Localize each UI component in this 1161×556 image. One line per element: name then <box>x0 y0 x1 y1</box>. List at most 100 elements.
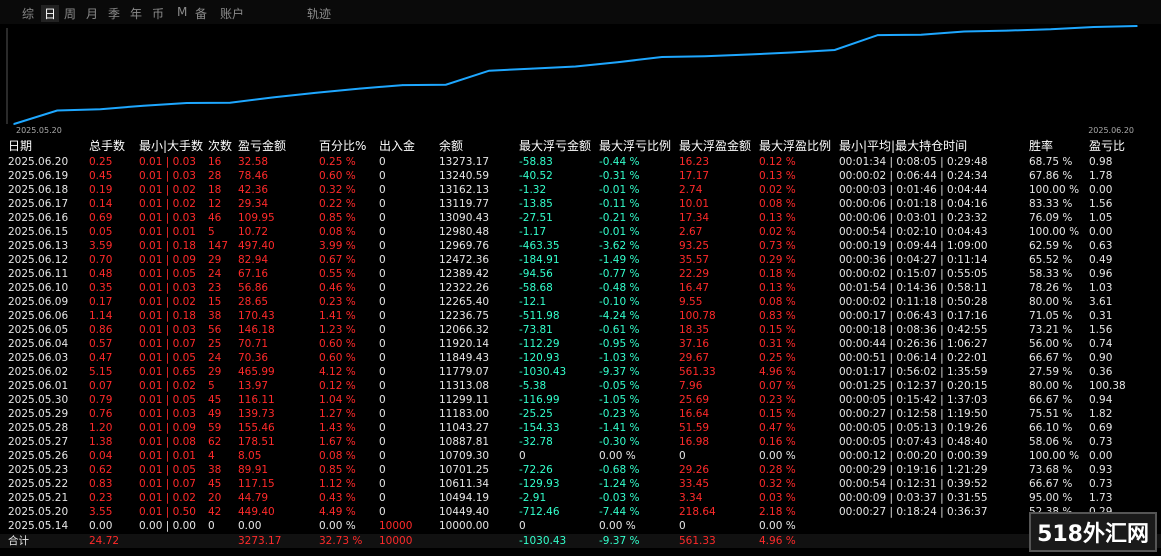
table-row[interactable]: 2025.06.15 0.05 0.01 | 0.01 5 10.72 0.08 % 0 12… <box>0 225 1161 239</box>
table-row[interactable]: 2025.05.29 0.76 0.01 | 0.03 49 139.73 1.27 % 0… <box>0 407 1161 421</box>
table-row[interactable]: 2025.05.14 0.00 0.00 | 0.00 0 0.00 0.00 % 1000… <box>0 519 1161 533</box>
tab-6[interactable]: 币 <box>152 7 165 21</box>
table-row[interactable]: 2025.05.22 0.83 0.01 | 0.07 45 117.15 1.12 % 0… <box>0 477 1161 491</box>
table-row[interactable]: 2025.06.05 0.86 0.01 | 0.03 56 146.18 1.23 % 0… <box>0 323 1161 337</box>
cell-deposit: 0 <box>379 464 386 476</box>
x-start-label: 2025.05.20 <box>16 126 62 135</box>
cell-total-lots: 0.19 <box>89 184 113 196</box>
tab-9[interactable]: 账户 <box>220 7 245 21</box>
cell-min-max-lots: 0.01 | 0.02 <box>139 198 196 210</box>
table-row[interactable]: 2025.05.23 0.62 0.01 | 0.05 38 89.91 0.85 % 0 1… <box>0 463 1161 477</box>
cell-min-max-lots: 0.01 | 0.18 <box>139 240 196 252</box>
total-max-float-profit-pct: 4.96 % <box>759 535 796 547</box>
column-header-total-lots[interactable]: 总手数 <box>89 139 126 153</box>
column-header-hold-time[interactable]: 最小|平均|最大持仓时间 <box>839 139 968 153</box>
cell-total-lots: 0.57 <box>89 338 113 350</box>
cell-max-float-loss-pct: -0.44 % <box>599 156 640 168</box>
table-row[interactable]: 2025.06.09 0.17 0.01 | 0.02 15 28.65 0.23 % 0 1… <box>0 295 1161 309</box>
column-header-count[interactable]: 次数 <box>208 139 233 153</box>
column-header-pnl[interactable]: 盈亏金额 <box>238 139 287 153</box>
cell-date: 2025.06.05 <box>8 324 69 336</box>
cell-count: 16 <box>208 156 222 168</box>
table-row[interactable]: 2025.06.04 0.57 0.01 | 0.07 25 70.71 0.60 % 0 1… <box>0 337 1161 351</box>
column-header-pnl-ratio[interactable]: 盈亏比 <box>1089 139 1126 153</box>
cell-balance: 13119.77 <box>439 198 490 210</box>
total-max-float-loss-pct: -9.37 % <box>599 535 640 547</box>
cell-max-float-profit-pct: 0.25 % <box>759 352 796 364</box>
table-row[interactable]: 2025.06.10 0.35 0.01 | 0.03 23 56.86 0.46 % 0 1… <box>0 281 1161 295</box>
balance-point <box>704 55 706 57</box>
tab-1[interactable]: 日 <box>41 5 60 22</box>
table-row[interactable]: 2025.06.11 0.48 0.01 | 0.05 24 67.16 0.55 % 0 1… <box>0 267 1161 281</box>
table-row[interactable]: 2025.06.17 0.14 0.01 | 0.02 12 29.34 0.22 % 0 1… <box>0 197 1161 211</box>
table-row[interactable]: 2025.06.18 0.19 0.01 | 0.02 18 42.36 0.32 % 0 1… <box>0 183 1161 197</box>
cell-pct: 0.43 % <box>319 492 356 504</box>
cell-balance: 10000.00 <box>439 520 490 532</box>
cell-max-float-loss: -72.26 <box>519 464 553 476</box>
tab-8[interactable]: 备 <box>195 7 208 21</box>
tab-2[interactable]: 周 <box>64 7 77 21</box>
column-header-min-max-lots[interactable]: 最小|大手数 <box>139 139 204 153</box>
tab-0[interactable]: 综 <box>22 7 35 21</box>
table-row[interactable]: 2025.05.20 3.55 0.01 | 0.50 42 449.40 4.49 % 0… <box>0 505 1161 519</box>
table-row[interactable]: 2025.06.06 1.14 0.01 | 0.18 38 170.43 1.41 % 0… <box>0 309 1161 323</box>
table-row[interactable]: 2025.06.16 0.69 0.01 | 0.03 46 109.95 0.85 % 0… <box>0 211 1161 225</box>
cell-min-max-lots: 0.01 | 0.02 <box>139 492 196 504</box>
cell-pct: 0.08 % <box>319 450 356 462</box>
tab-7[interactable]: M <box>177 5 188 19</box>
cell-max-float-loss-pct: -3.62 % <box>599 240 640 252</box>
balance-point <box>617 61 620 63</box>
column-header-balance[interactable]: 余额 <box>439 139 464 153</box>
cell-min-max-lots: 0.01 | 0.07 <box>139 478 196 490</box>
table-row[interactable]: 2025.06.12 0.70 0.01 | 0.09 29 82.94 0.67 % 0 1… <box>0 253 1161 267</box>
table-row[interactable]: 2025.05.27 1.38 0.01 | 0.08 62 178.51 1.67 % 0… <box>0 435 1161 449</box>
cell-max-float-profit: 51.59 <box>679 422 710 434</box>
cell-balance: 13162.13 <box>439 184 490 196</box>
cell-total-lots: 5.15 <box>89 366 113 378</box>
column-header-max-float-loss[interactable]: 最大浮亏金额 <box>519 139 592 153</box>
cell-pct: 0.60 % <box>319 338 356 350</box>
cell-max-float-profit: 18.35 <box>679 324 710 336</box>
tab-5[interactable]: 年 <box>130 7 143 21</box>
table-row[interactable]: 2025.05.30 0.79 0.01 | 0.05 45 116.11 1.04 % 0… <box>0 393 1161 407</box>
column-header-max-float-profit-pct[interactable]: 最大浮盈比例 <box>759 139 832 153</box>
column-header-deposit[interactable]: 出入金 <box>379 139 416 153</box>
table-row[interactable]: 2025.05.21 0.23 0.01 | 0.02 20 44.79 0.43 % 0 1… <box>0 491 1161 505</box>
column-header-date[interactable]: 日期 <box>8 139 33 153</box>
table-row[interactable]: 2025.06.20 0.25 0.01 | 0.03 16 32.58 0.25 % 0 1… <box>0 155 1161 169</box>
table-row[interactable]: 2025.06.19 0.45 0.01 | 0.03 28 78.46 0.60 % 0 1… <box>0 169 1161 183</box>
cell-win-rate: 80.00 % <box>1029 380 1073 392</box>
column-header-pct[interactable]: 百分比% <box>319 139 367 153</box>
table-row[interactable]: 2025.06.01 0.07 0.01 | 0.02 5 13.97 0.12 % 0 11… <box>0 379 1161 393</box>
table-row[interactable]: 2025.05.26 0.04 0.01 | 0.01 4 8.05 0.08 % 0 107… <box>0 449 1161 463</box>
cell-pnl: 70.71 <box>238 338 269 350</box>
cell-pct: 1.43 % <box>319 422 356 434</box>
cell-pnl: 0.00 <box>238 520 262 532</box>
cell-pnl-ratio: 1.03 <box>1089 282 1113 294</box>
tab-4[interactable]: 季 <box>108 7 121 21</box>
cell-max-float-loss-pct: -0.48 % <box>599 282 640 294</box>
cell-total-lots: 1.20 <box>89 422 113 434</box>
tab-3[interactable]: 月 <box>86 7 99 21</box>
cell-deposit: 10000 <box>379 520 413 532</box>
tab-10[interactable]: 轨迹 <box>307 7 332 21</box>
table-row[interactable]: 2025.05.28 1.20 0.01 | 0.09 59 155.46 1.43 % 0… <box>0 421 1161 435</box>
cell-pnl-ratio: 0.00 <box>1089 184 1113 196</box>
column-header-win-rate[interactable]: 胜率 <box>1029 139 1054 153</box>
table-row[interactable]: 2025.06.02 5.15 0.01 | 0.65 29 465.99 4.12 % 0… <box>0 365 1161 379</box>
cell-win-rate: 73.68 % <box>1029 464 1073 476</box>
cell-balance: 12066.32 <box>439 324 490 336</box>
table-row[interactable]: 2025.06.13 3.59 0.01 | 0.18 147 497.40 3.99 %… <box>0 239 1161 253</box>
cell-max-float-loss: -40.52 <box>519 170 553 182</box>
cell-count: 5 <box>208 380 215 392</box>
cell-win-rate: 66.67 % <box>1029 352 1073 364</box>
column-header-max-float-profit[interactable]: 最大浮盈金额 <box>679 139 752 153</box>
column-header-max-float-loss-pct[interactable]: 最大浮亏比例 <box>599 139 672 153</box>
cell-balance: 12389.42 <box>439 268 490 280</box>
cell-balance: 12980.48 <box>439 226 490 238</box>
balance-point <box>99 108 102 110</box>
cell-deposit: 0 <box>379 240 386 252</box>
table-row[interactable]: 2025.06.03 0.47 0.01 | 0.05 24 70.36 0.60 % 0 1… <box>0 351 1161 365</box>
cell-max-float-loss-pct: -0.95 % <box>599 338 640 350</box>
cell-min-max-lots: 0.01 | 0.05 <box>139 352 196 364</box>
